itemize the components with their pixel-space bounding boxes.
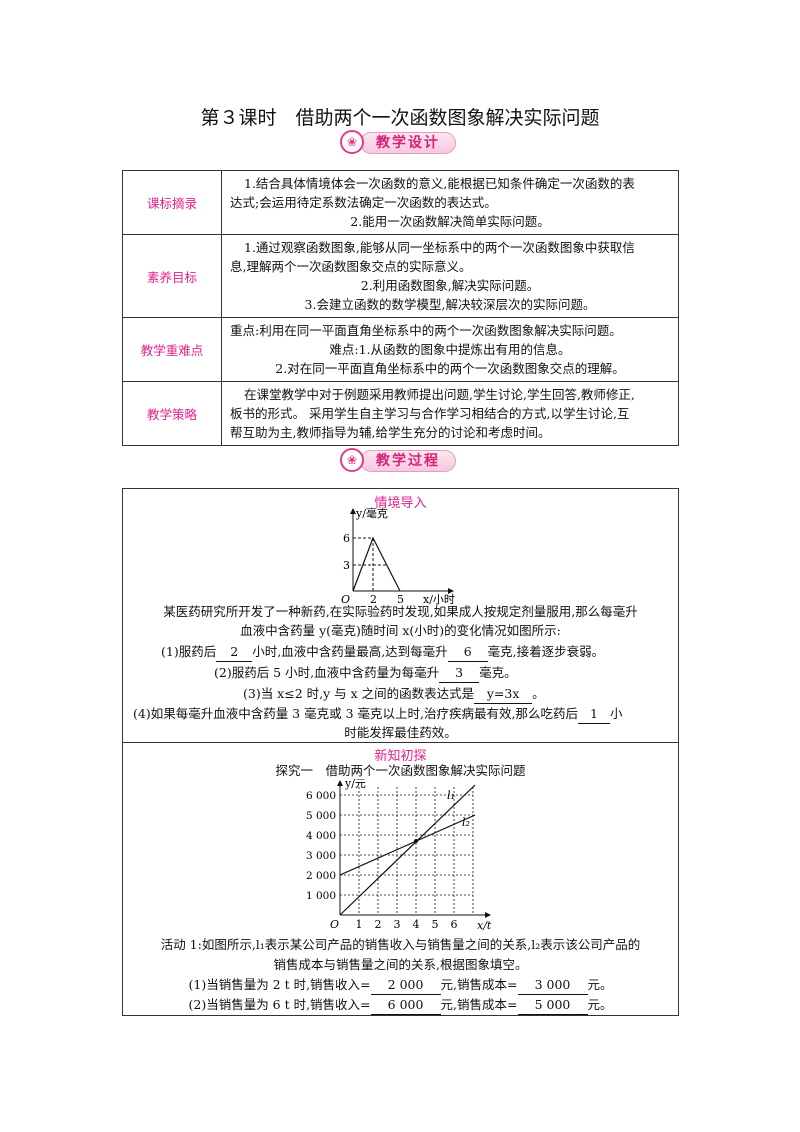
x-tick-label: 1 (356, 918, 363, 931)
x-tick-label: 2 (375, 918, 382, 931)
lotus-icon: ❀ (340, 448, 364, 472)
intro-heading: 情境导入 (374, 496, 427, 511)
row-label: 素养目标 (122, 234, 222, 318)
row-label: 教学重难点 (122, 317, 222, 382)
answer-blank: 2 000 (370, 975, 441, 995)
question-2: (2)服药后 5 小时,血液中含药量为每毫升 3 毫克。 (123, 663, 769, 683)
intro-text: 某医药研究所开发了一种新药,在实际验药时发现,如果成人按规定剂量服用,那么每毫升 (163, 604, 638, 619)
row-content: 1.通过观察函数图象,能够从同一坐标系中的两个一次函数图象中获取信 息,理解两个… (221, 234, 679, 318)
answer-blank: 3 000 (517, 975, 588, 995)
lotus-icon: ❀ (340, 130, 364, 154)
x-tick-label: 6 (451, 918, 458, 931)
design-badge: ❀ 教学设计 (340, 130, 460, 156)
line-label-l2: l₂ (462, 816, 470, 829)
y-tick-label: 3 000 (306, 850, 336, 862)
x-axis-label: x/小时 (423, 593, 455, 605)
y-axis-label: y/毫克 (355, 506, 388, 520)
answer-blank: 3 (439, 663, 480, 683)
activity-q1: (1)当销售量为 2 t 时,销售收入= 2 000 元,销售成本= 3 000 元。 (123, 975, 678, 995)
y-tick-label: 6 000 (306, 790, 336, 802)
row-label: 课标摘录 (122, 170, 222, 235)
x-tick-label: 4 (413, 918, 420, 931)
x-tick-label: 3 (394, 918, 401, 931)
dose-chart: y/毫克 x/小时 O 2 5 3 6 (341, 506, 455, 605)
process-box: 情境导入 y/毫克 x/小时 O 2 5 3 6 某医药研究所开发了一种新药,在… (122, 488, 679, 1016)
sales-chart: y/元 x/t O 1 2 3 4 5 6 1 000 2 000 3 000 … (306, 779, 492, 932)
x-tick-label: 5 (397, 593, 404, 605)
answer-blank: 2 (216, 642, 253, 662)
y-tick-label: 3 (343, 559, 350, 572)
y-tick-label: 1 000 (306, 890, 336, 902)
y-tick-label: 5 000 (306, 810, 336, 822)
explore-subheading: 探究一 借助两个一次函数图象解决实际问题 (275, 763, 526, 778)
line-label-l1: l₁ (447, 789, 455, 802)
question-1: (1)服药后 2 小时,血液中含药量最高,达到每毫升 6 毫克,接着逐步衰弱。 (123, 642, 716, 662)
activity-text: 活动 1:如图所示,l₁表示某公司产品的销售收入与销售量之间的关系,l₂表示该公… (160, 937, 641, 952)
x-tick-label: 2 (370, 593, 377, 605)
y-tick-label: 2 000 (306, 870, 336, 882)
question-4-cont: 时能发挥最佳药效。 (344, 725, 457, 740)
row-label: 教学策略 (122, 381, 222, 446)
origin-label: O (330, 918, 339, 931)
question-4: (4)如果每毫升血液中含药量 3 毫克或 3 毫克以上时,治疗疾病最有效,那么吃… (123, 704, 688, 724)
x-tick-label: 5 (432, 918, 439, 931)
row-content: 重点:利用在同一平面直角坐标系中的两个一次函数图象解决实际问题。 难点:1.从函… (221, 317, 679, 382)
origin-label: O (341, 593, 350, 605)
process-badge: ❀ 教学过程 (340, 448, 460, 474)
page-title: 第３课时 借助两个一次函数图象解决实际问题 (200, 107, 600, 129)
x-axis-label: x/t (477, 919, 492, 932)
intro-text: 血液中含药量 y(毫克)随时间 x(小时)的变化情况如图所示: (240, 623, 561, 638)
y-tick-label: 6 (343, 532, 350, 545)
y-tick-label: 4 000 (306, 830, 336, 842)
row-content: 1.结合具体情境体会一次函数的意义,能根据已知条件确定一次函数的表 达式;会运用… (221, 170, 679, 235)
question-3: (3)当 x≤2 时,y 与 x 之间的函数表达式是 y=3x。 (123, 684, 798, 704)
explore-heading: 新知初探 (374, 749, 427, 764)
activity-q2: (2)当销售量为 6 t 时,销售收入= 6 000 元,销售成本= 5 000 元。 (123, 995, 678, 1015)
row-content: 在课堂教学中对于例题采用教师提出问题,学生讨论,学生回答,教师修正, 板书的形式… (221, 381, 679, 446)
answer-blank: y=3x (474, 684, 533, 704)
answer-blank: 6 (447, 642, 488, 662)
activity-text: 销售成本与销售量之间的关系,根据图象填空。 (273, 957, 528, 972)
design-table: 课标摘录 1.结合具体情境体会一次函数的意义,能根据已知条件确定一次函数的表 达… (122, 170, 679, 446)
answer-blank: 1 (577, 704, 610, 724)
answer-blank: 5 000 (517, 995, 588, 1015)
answer-blank: 6 000 (370, 995, 441, 1015)
y-axis-label: y/元 (344, 779, 366, 790)
